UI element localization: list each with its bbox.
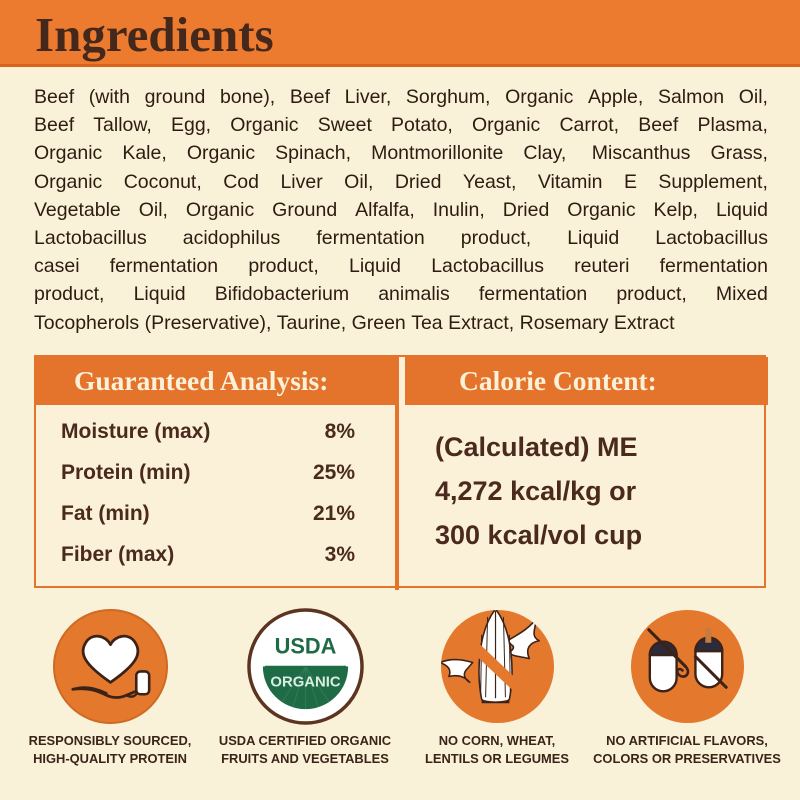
svg-text:USDA: USDA xyxy=(274,634,336,659)
svg-text:ORGANIC: ORGANIC xyxy=(270,674,340,690)
